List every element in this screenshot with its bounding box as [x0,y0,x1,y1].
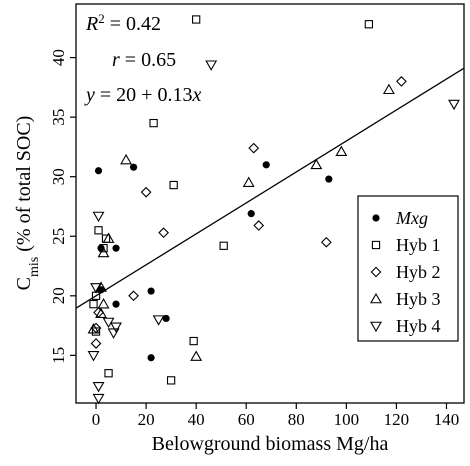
x-tick-label: 120 [384,410,410,429]
x-tick-label: 100 [334,410,360,429]
legend: Mxg Hyb 1 Hyb 2 Hyb 3 Hyb 4 [357,195,459,342]
y-tick-label: 40 [49,49,68,66]
legend-marker [372,214,380,222]
data-point [162,314,170,323]
data-point [382,83,395,95]
data-point [92,382,105,393]
data-point [104,369,113,378]
x-tick-label: 60 [238,410,255,429]
y-tick-label: 30 [49,168,68,185]
data-point [335,145,348,156]
data-point [102,232,115,243]
x-tick-label: 0 [92,410,101,429]
data-point [112,244,120,252]
plot-frame [75,3,465,404]
data-point [310,158,323,170]
data-point [320,236,332,248]
data-points [87,15,460,405]
legend-label: Hyb 2 [396,262,441,282]
y-tick-label: 25 [49,228,68,245]
data-point [95,307,107,318]
x-axis-label: Belowground biomass Mg/ha [152,433,389,455]
data-point [158,227,169,239]
regression-line [75,67,465,309]
data-point [448,99,460,111]
data-point [99,244,108,253]
legend-marker [370,266,382,278]
legend-label: Hyb 1 [396,235,441,255]
y-axis-label: Cmis (% of total SOC) [13,116,42,291]
data-point [94,167,103,175]
data-point [92,211,105,223]
data-point [140,186,152,198]
data-point [92,393,105,405]
x-tick-label: 80 [288,410,305,429]
data-point [120,153,133,165]
data-point [205,60,218,71]
legend-marker [370,321,382,333]
axis-ticks [70,56,448,409]
equation-annotation: y = 20 + 0.13x [84,84,201,106]
data-point [129,163,138,171]
data-point [248,142,260,154]
data-point [147,354,155,362]
data-point [396,76,407,87]
x-tick-label: 140 [434,410,460,429]
x-tick-label: 20 [138,410,155,429]
data-point [219,241,228,250]
data-point [192,15,201,24]
data-point [253,220,265,231]
y-tick-label: 35 [49,109,68,126]
data-point [247,210,255,218]
data-point [325,175,333,183]
y-tick-label: 15 [49,347,68,364]
data-point [89,299,98,309]
data-point [166,376,176,385]
data-point [97,298,110,309]
data-point [90,283,102,294]
data-point [107,328,120,339]
data-point [147,287,155,295]
data-point [190,350,203,361]
data-point [112,300,120,308]
legend-label: Hyb 3 [396,289,441,309]
data-point [87,323,100,334]
data-point [169,180,178,190]
data-point [97,246,110,258]
data-point [87,351,100,362]
data-point [149,118,158,128]
data-point [189,336,198,346]
data-point [128,290,139,302]
data-point [152,315,165,326]
data-point [242,176,255,187]
legend-label: Hyb 4 [396,316,441,336]
data-point [94,226,103,235]
y-tick-label: 20 [49,287,68,304]
x-tick-label: 40 [188,410,205,429]
data-point [262,161,270,169]
legend-label: Mxg [395,208,428,228]
data-point [110,322,122,333]
axis-tick-labels: 0 20 40 60 80 100 120 140 15 20 25 30 35 40 [49,49,459,429]
data-point [364,20,374,29]
r-squared-annotation: R2 = 0.42 [85,11,161,36]
r-annotation: r = 0.65 [112,49,176,71]
legend-marker [371,240,381,250]
data-point [95,281,107,292]
data-point [90,338,102,349]
legend-marker [370,292,382,304]
